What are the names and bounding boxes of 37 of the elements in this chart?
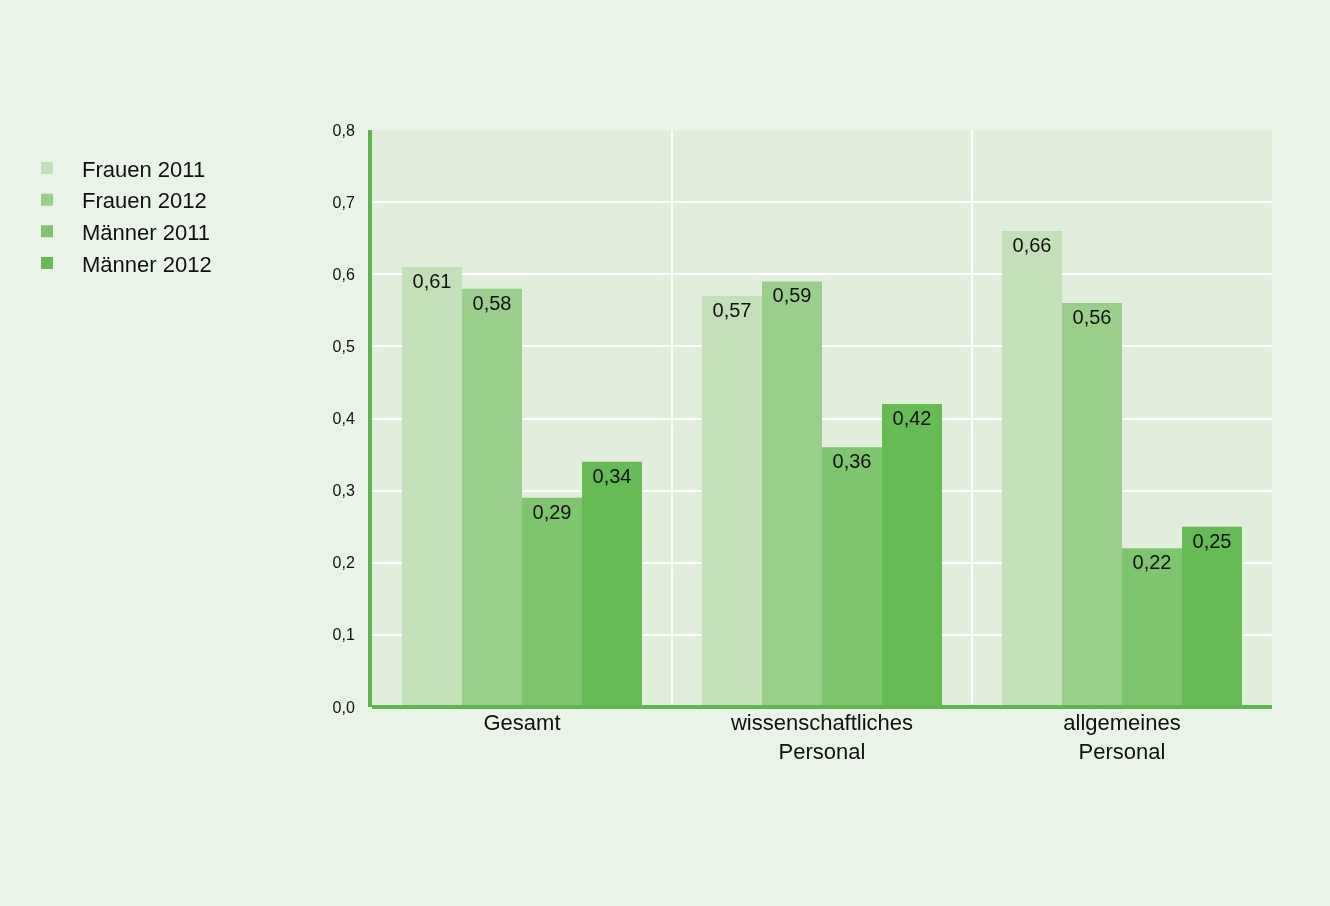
y-tick-label: 0,7 (332, 193, 355, 211)
legend-label: Männer 2012 (82, 251, 212, 277)
x-tick-label: Gesamt (483, 710, 561, 735)
bar (762, 281, 822, 707)
data-label: 0,56 (1072, 306, 1112, 329)
x-tick-label: allgemeines Personal (1063, 710, 1181, 764)
y-tick-label: 0,8 (332, 121, 355, 139)
y-tick-label: 0,2 (332, 554, 355, 572)
data-label: 0,34 (592, 464, 632, 487)
y-tick-label: 0,3 (332, 482, 355, 500)
data-label: 0,42 (892, 407, 932, 430)
bar (702, 295, 762, 707)
legend-label: Frauen 2012 (82, 188, 207, 214)
data-label: 0,25 (1192, 529, 1232, 552)
legend-label: Frauen 2011 (82, 156, 206, 182)
y-tick-label: 0,4 (332, 410, 355, 428)
y-tick-label: 0,0 (332, 698, 355, 716)
data-label: 0,36 (832, 450, 872, 473)
y-tick-label: 0,1 (332, 626, 355, 644)
bar (1002, 230, 1062, 707)
bar (1122, 548, 1182, 707)
data-label: 0,61 (412, 270, 452, 293)
data-label: 0,57 (712, 298, 752, 321)
bar (822, 447, 882, 707)
bar (1062, 303, 1122, 707)
data-label: 0,66 (1012, 233, 1052, 256)
bar (462, 288, 522, 707)
legend-label: Männer 2011 (82, 219, 211, 245)
data-label: 0,29 (532, 500, 572, 523)
y-tick-label: 0,5 (332, 337, 355, 355)
data-label: 0,59 (772, 284, 812, 307)
y-tick-label: 0,6 (332, 265, 355, 283)
x-tick-label: wissenschaftliches Personal (729, 710, 914, 764)
bar (402, 267, 462, 707)
data-label: 0,22 (1132, 551, 1172, 574)
data-label: 0,58 (472, 291, 512, 314)
bar (522, 497, 582, 707)
